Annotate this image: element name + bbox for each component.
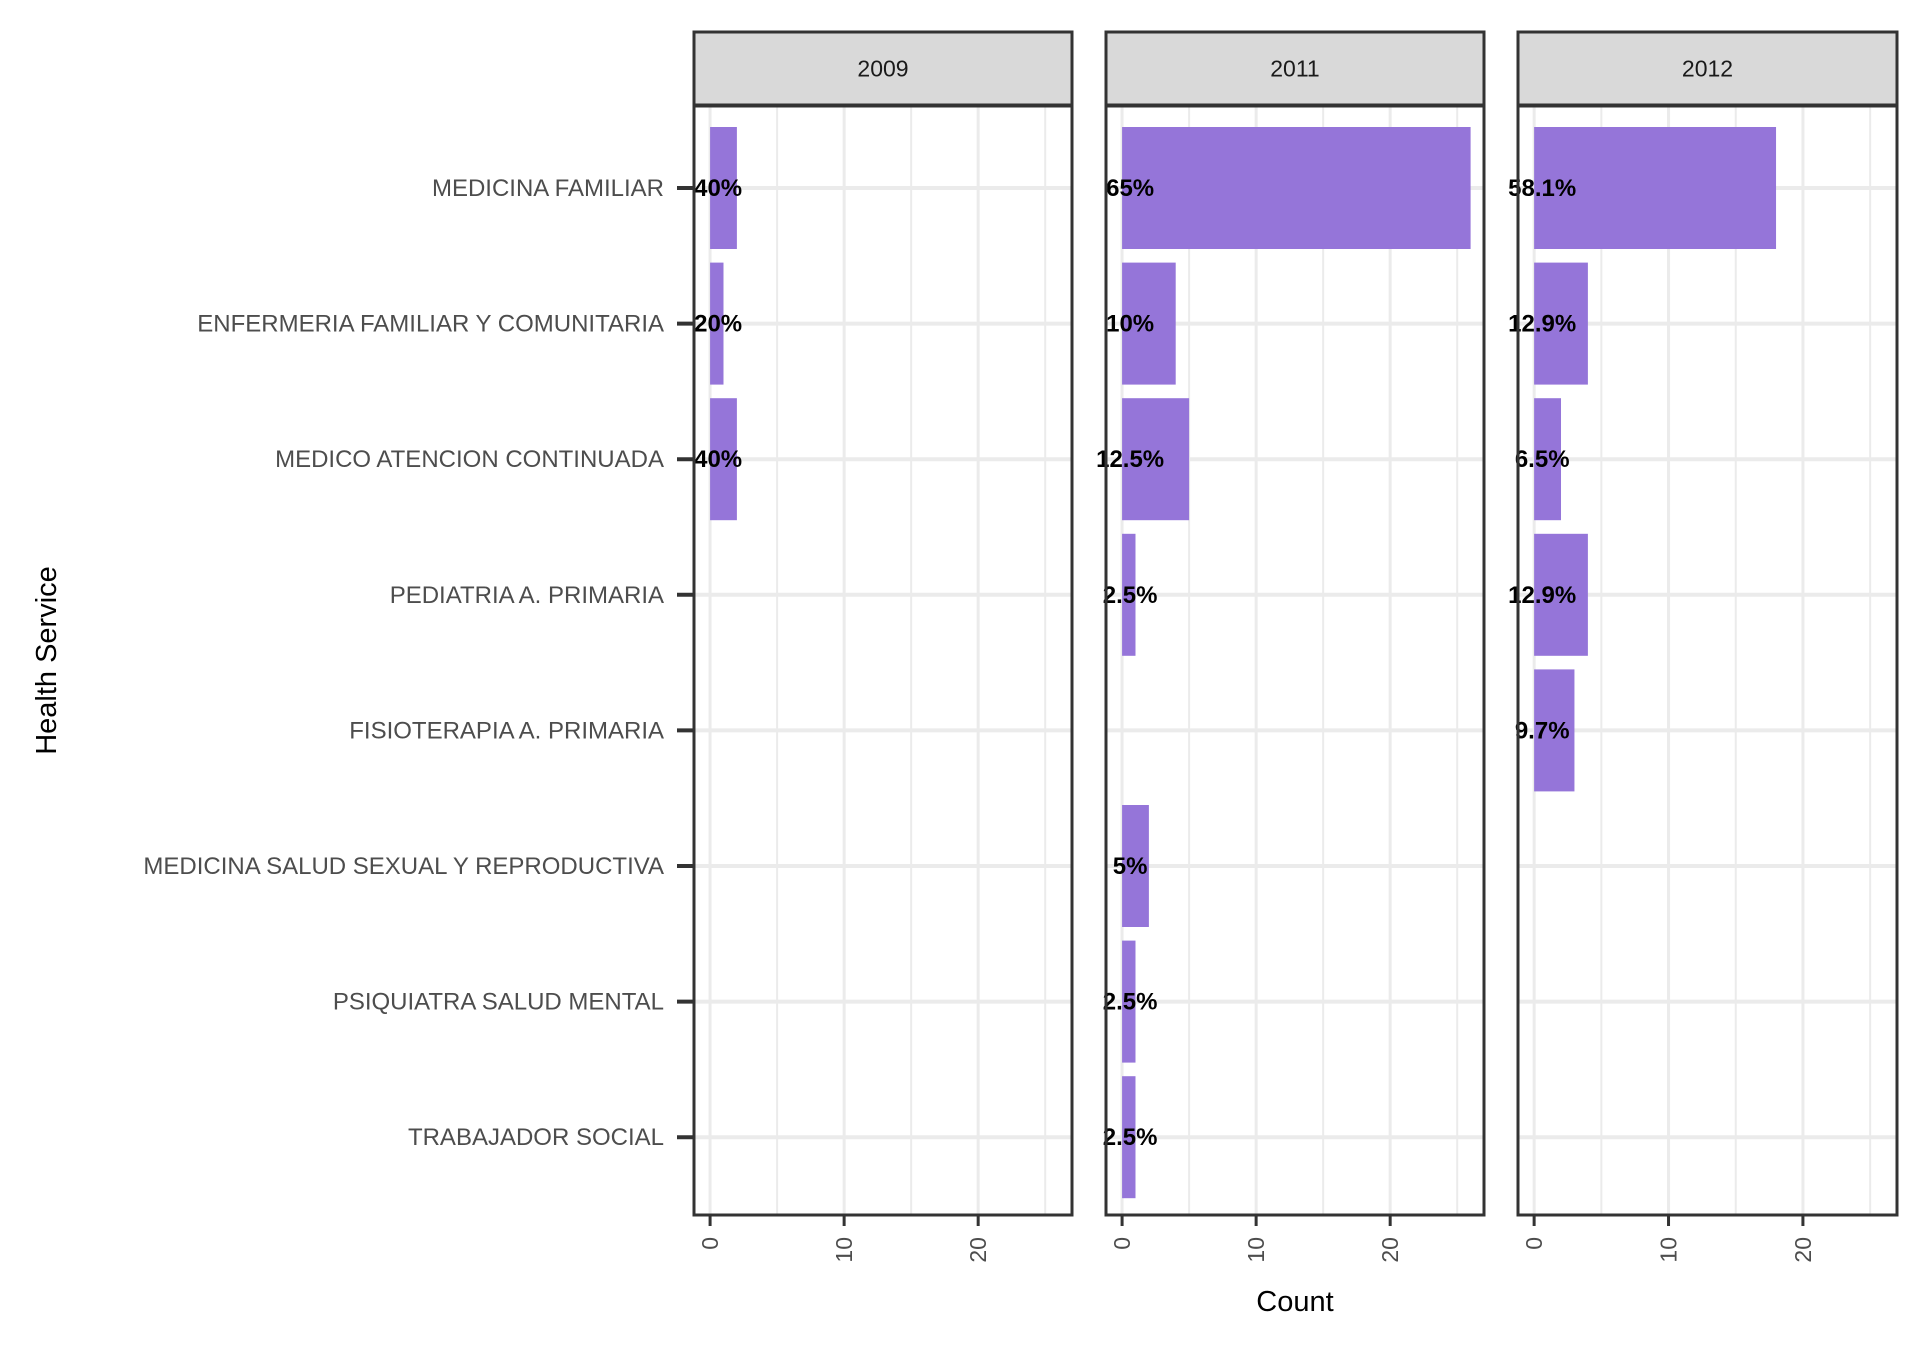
y-tick-label: TRABAJADOR SOCIAL	[408, 1124, 664, 1151]
panel-2011-data-label: 2.5%	[1103, 582, 1158, 609]
panel-2009-x-tick-label: 0	[697, 1237, 723, 1250]
panel-2011-data-label: 5%	[1113, 853, 1148, 880]
panel-2012-strip	[1516, 30, 1899, 107]
x-axis-title: Count	[1256, 1286, 1333, 1318]
panel-2009-strip-label: 2009	[857, 56, 908, 82]
panel-2012-bar	[1534, 262, 1588, 385]
panel-2011-x-tick-label: 20	[1377, 1237, 1403, 1263]
panel-2011-bar	[1122, 262, 1176, 385]
panel-2011-data-label: 2.5%	[1103, 989, 1158, 1016]
panel-2012-x-tick-label: 0	[1521, 1237, 1547, 1250]
panel-2012-data-label: 12.9%	[1508, 582, 1576, 609]
panel-2009-data-label: 40%	[694, 446, 742, 473]
panel-2012-bar	[1534, 533, 1588, 656]
panel-2011-data-label: 65%	[1106, 175, 1154, 202]
y-tick-label: MEDICINA FAMILIAR	[432, 175, 664, 202]
panel-2009-x-tick-label: 20	[965, 1237, 991, 1263]
panel-2011-data-label: 10%	[1106, 311, 1154, 338]
panel-2012-data-label: 9.7%	[1515, 717, 1570, 744]
y-tick-label: PEDIATRIA A. PRIMARIA	[390, 582, 664, 609]
panel-2012-bar	[1534, 127, 1777, 249]
panel-2011-bar	[1122, 1076, 1136, 1199]
panel-2011-bar	[1122, 940, 1136, 1063]
panel-2011-bar	[1122, 533, 1136, 656]
panel-2009-bar	[710, 398, 737, 521]
y-tick-label: FISIOTERAPIA A. PRIMARIA	[349, 717, 664, 744]
panel-2012-bar	[1534, 398, 1562, 521]
panel-2012-data-label: 58.1%	[1508, 175, 1576, 202]
y-tick-label: MEDICINA SALUD SEXUAL Y REPRODUCTIVA	[143, 853, 664, 880]
panel-2011-data-label: 2.5%	[1103, 1124, 1158, 1151]
panel-2011-bar	[1122, 398, 1190, 521]
panel-2011-bar	[1122, 127, 1471, 249]
panel-2012-strip-label: 2012	[1682, 56, 1733, 82]
panel-2009-data-label: 40%	[694, 175, 742, 202]
panel-2009-strip	[692, 30, 1074, 107]
panel-2011-x-tick-label: 0	[1109, 1237, 1135, 1250]
panel-2012-bar	[1534, 669, 1575, 792]
panel-2009-data-label: 20%	[694, 311, 742, 338]
y-tick-label: ENFERMERIA FAMILIAR Y COMUNITARIA	[197, 311, 664, 338]
panel-2011-x-tick-label: 10	[1243, 1237, 1269, 1263]
panel-2011-strip	[1104, 30, 1486, 107]
panel-2009-background	[694, 106, 1072, 1215]
panel-2012-data-label: 12.9%	[1508, 311, 1576, 338]
y-tick-label: MEDICO ATENCION CONTINUADA	[275, 446, 664, 473]
panel-2009-bar	[710, 127, 737, 249]
panel-2009-x-tick-label: 10	[831, 1237, 857, 1263]
panel-2012-x-tick-label: 20	[1790, 1237, 1816, 1263]
panel-2011-strip-label: 2011	[1270, 56, 1319, 82]
panel-2012-x-tick-label: 10	[1656, 1237, 1682, 1263]
y-tick-label: PSIQUIATRA SALUD MENTAL	[333, 989, 664, 1016]
y-axis-title: Health Service	[31, 566, 63, 755]
panel-2011-bar	[1122, 805, 1149, 927]
panel-2012-data-label: 6.5%	[1515, 446, 1570, 473]
panel-2009-bar	[710, 262, 724, 385]
